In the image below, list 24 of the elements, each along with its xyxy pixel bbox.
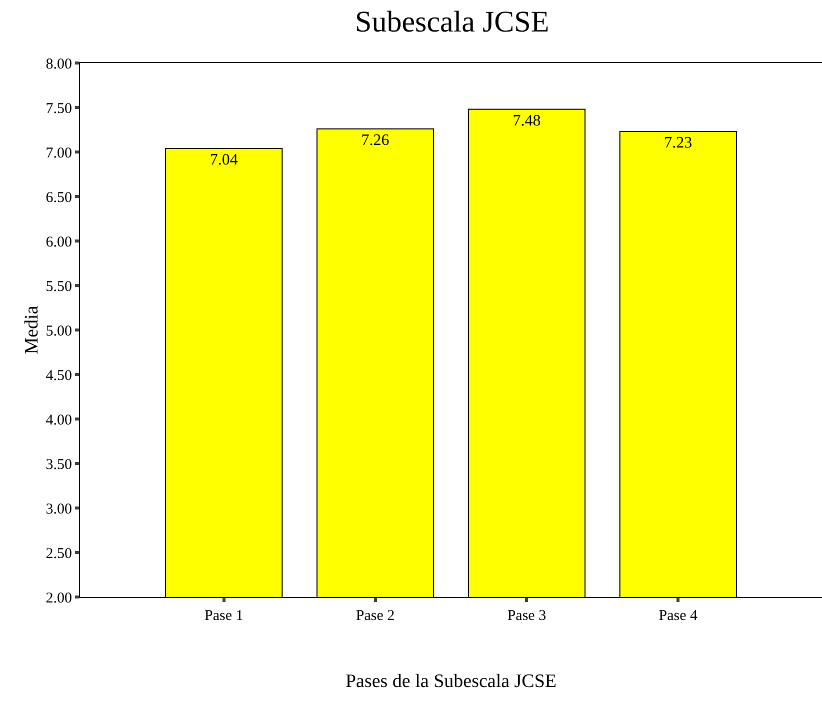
y-axis-title: Media <box>22 305 43 354</box>
y-tick-label: 5.00 <box>46 323 72 340</box>
y-tick-label: 6.50 <box>46 190 72 206</box>
y-tick-label: 2.00 <box>46 590 72 606</box>
data-label: 7.48 <box>512 112 541 130</box>
y-tick-label: 8.00 <box>46 56 72 72</box>
y-tick-label: 7.50 <box>46 100 72 117</box>
y-tick-label: 4.50 <box>46 368 72 384</box>
y-tick-label: 3.50 <box>46 456 72 473</box>
x-tick-label: Pase 3 <box>507 608 546 624</box>
x-tick-label: Pase 4 <box>658 608 698 624</box>
data-label: 7.23 <box>664 134 692 152</box>
y-tick-label: 6.00 <box>46 234 72 250</box>
chart-title: Subescala JCSE <box>355 6 550 39</box>
data-label: 7.04 <box>210 151 238 168</box>
x-tick-label: Pase 1 <box>204 608 244 624</box>
y-tick-label: 7.00 <box>46 145 72 162</box>
y-tick-label: 4.00 <box>46 412 72 428</box>
x-tick-label: Pase 2 <box>356 608 395 624</box>
y-tick-label: 3.00 <box>46 501 72 518</box>
y-tick-label: 5.50 <box>46 278 72 295</box>
y-tick-label: 2.50 <box>46 546 72 562</box>
data-label: 7.26 <box>361 132 390 149</box>
x-axis-title: Pases de la Subescala JCSE <box>345 670 557 692</box>
